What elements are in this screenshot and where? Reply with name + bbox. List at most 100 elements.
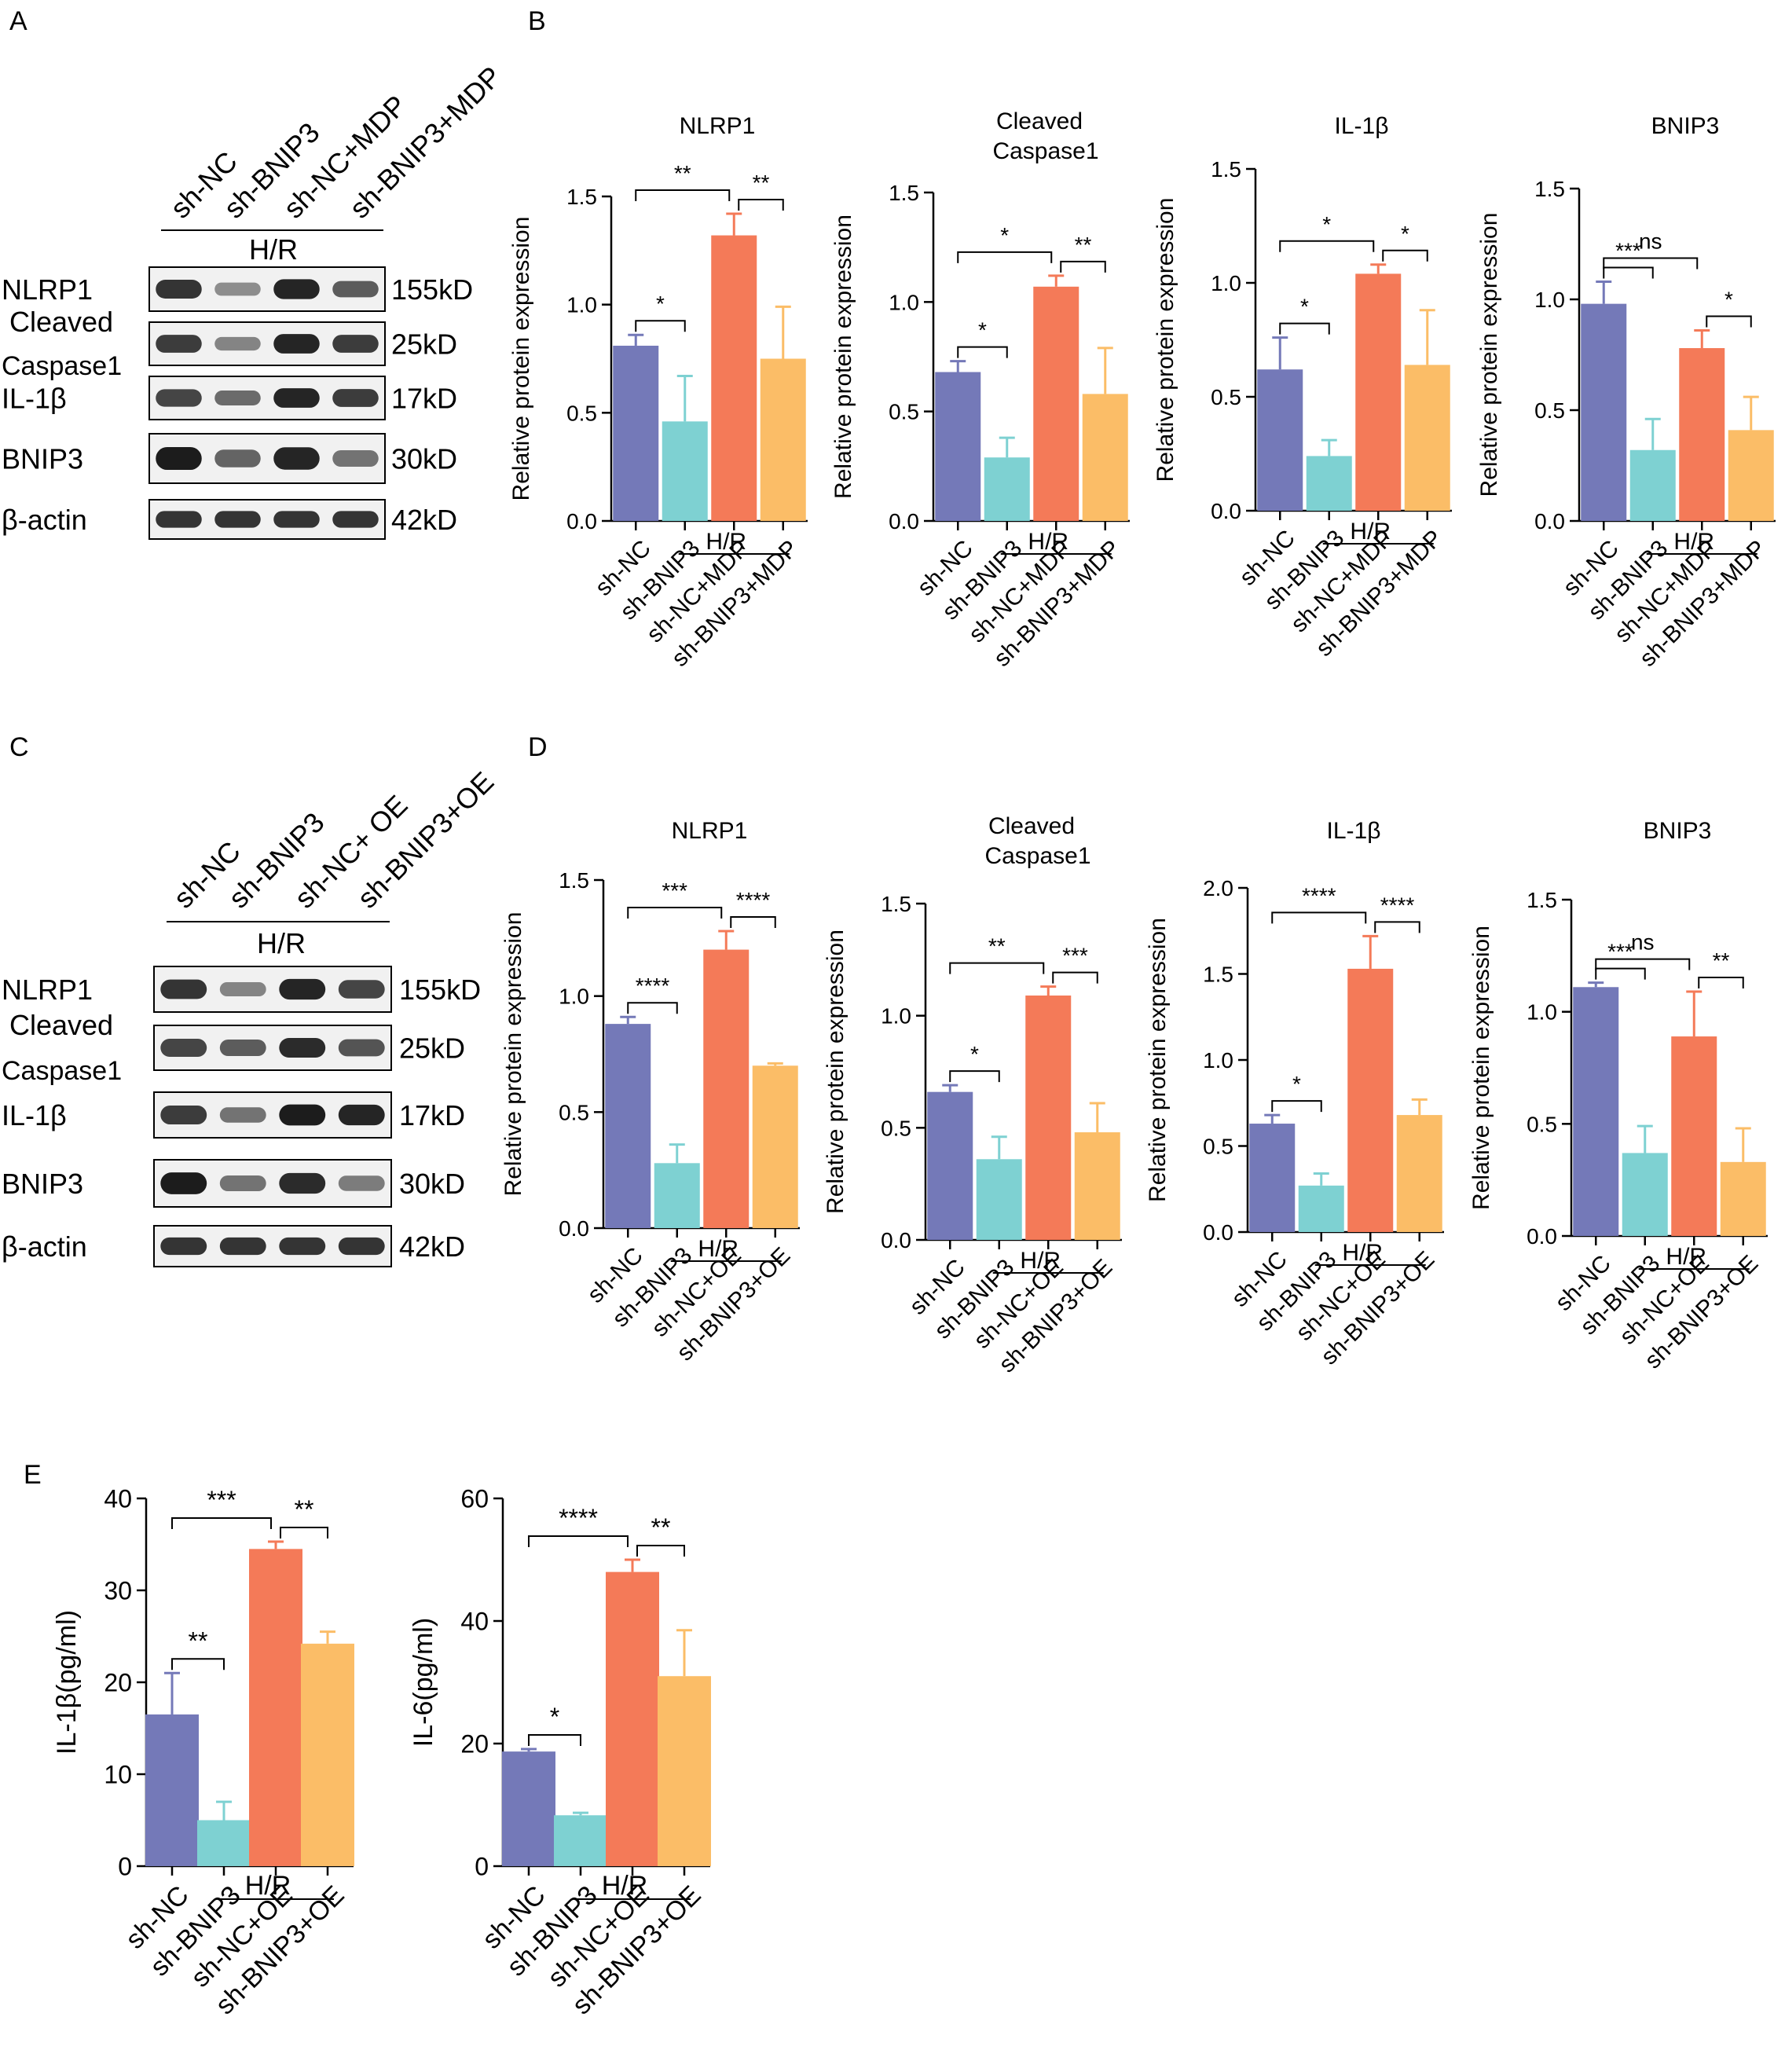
y-tick-label: 0.0 [889,509,919,534]
chart-title: Caspase1 [992,138,1098,164]
blot-row-label: IL-1β [2,383,67,415]
blot-band [338,1175,385,1191]
y-axis-label: Relative protein expression [1468,926,1494,1210]
blot-row-label: Cleaved [9,1009,113,1041]
bar [197,1820,251,1866]
blot-row-label: IL-1β [2,1099,67,1131]
significance-bracket [280,1526,328,1538]
significance-label: **** [1302,883,1336,908]
bar [1622,1153,1668,1236]
bar [605,1024,651,1228]
significance-label: **** [736,888,771,912]
significance-label: *** [662,878,687,903]
blot-band [273,447,320,470]
bar-chart-nlrp1: 0.0 0.5 1.0 1.5 Relative protein expression N… [500,818,800,1366]
significance-bracket [949,1070,1000,1083]
significance-bracket [1603,257,1699,270]
blot-band [219,1175,266,1192]
y-tick-label: 0 [475,1853,489,1881]
y-tick-label: 1.0 [566,293,597,317]
significance-label: ns [1631,930,1655,955]
bar [1074,1132,1120,1240]
y-tick-label: 1.0 [881,1004,911,1029]
blot-size-label: 30kD [399,1168,465,1200]
blot-band [279,1237,326,1256]
y-axis-label: Relative protein expression [508,217,534,501]
significance-bracket [1374,921,1420,933]
blot-band [332,449,379,468]
bar [658,1676,711,1866]
blot-band [156,280,202,299]
significance-label: * [1401,222,1409,246]
significance-bracket [1271,1100,1322,1113]
group-label: H/R [698,1236,739,1262]
blot-band [338,1104,385,1126]
blot-band [156,511,202,528]
y-tick-label: 0.0 [1211,499,1241,523]
bar [662,421,708,521]
bar-chart-il-6-pg-ml-: 0204060IL-6(pg/ml)H/Rsh-NCsh-BNIP3sh-NC+… [409,1485,711,2020]
y-tick-label: 1.5 [881,892,911,916]
significance-bracket [730,915,776,928]
blot-band [219,1039,266,1057]
blot-band [332,389,379,407]
bar-chart-cleaved: 0.0 0.5 1.0 1.5 Relative protein expression C… [830,108,1130,672]
group-label: H/R [706,529,746,555]
panel-label-a: A [9,6,27,36]
bar-chart-il-1-: 0.0 0.5 1.0 1.5 2.0 Relative protein expressi… [1145,818,1444,1370]
bar [1355,273,1402,511]
significance-bracket [635,189,731,202]
y-tick-label: 1.0 [1527,1000,1557,1025]
significance-bracket [949,962,1045,974]
bar [935,372,981,521]
blot-band [219,1107,266,1123]
significance-label: ** [1713,948,1730,973]
y-axis-label: Relative protein expression [823,930,849,1214]
bar [1257,369,1303,511]
bar [1025,995,1072,1240]
y-tick-label: 0.5 [566,401,597,425]
significance-bracket [1706,315,1752,328]
significance-label: * [550,1703,559,1731]
significance-label: ** [753,171,770,195]
chart-title: NLRP1 [680,113,756,139]
blot-size-label: 17kD [399,1099,465,1131]
significance-bracket [1698,976,1744,988]
blot-band [332,281,379,298]
y-tick-label: 0.5 [1203,1135,1233,1159]
group-label: H/R [602,1871,648,1901]
significance-bracket [1603,266,1654,279]
bar [711,235,757,521]
bar [1298,1185,1344,1232]
blot-row-label: Cleaved [9,306,113,338]
significance-label: *** [207,1486,236,1514]
blot-band [160,1105,207,1125]
blot-band [160,1172,207,1194]
significance-label: * [1300,295,1309,319]
blot-row-label: BNIP3 [2,443,83,475]
group-label: H/R [1673,529,1714,555]
significance-bracket [171,1658,225,1670]
blot-band [214,511,261,528]
significance-bracket [171,1516,272,1529]
group-label: H/R [245,1871,291,1901]
y-axis-label: Relative protein expression [500,912,526,1197]
group-label: H/R [1666,1244,1706,1270]
significance-bracket [1052,971,1098,984]
y-tick-label: 1.5 [1534,177,1565,201]
blot-band [273,511,320,528]
y-tick-label: 1.5 [559,868,589,893]
bar-chart-cleaved: 0.0 0.5 1.0 1.5 Relative protein expression C… [823,813,1122,1377]
blot-row-label: BNIP3 [2,1168,83,1200]
bar [760,358,806,521]
bar [1720,1161,1766,1236]
blot-condition-label: H/R [249,233,298,266]
y-axis-label: Relative protein expression [1476,213,1502,497]
y-tick-label: 0.0 [1203,1220,1233,1245]
blot-row-label: NLRP1 [2,974,93,1006]
y-tick-label: 1.5 [1527,888,1557,912]
significance-label: **** [559,1504,598,1532]
significance-bracket [627,1002,678,1014]
y-tick-label: 20 [460,1730,489,1758]
